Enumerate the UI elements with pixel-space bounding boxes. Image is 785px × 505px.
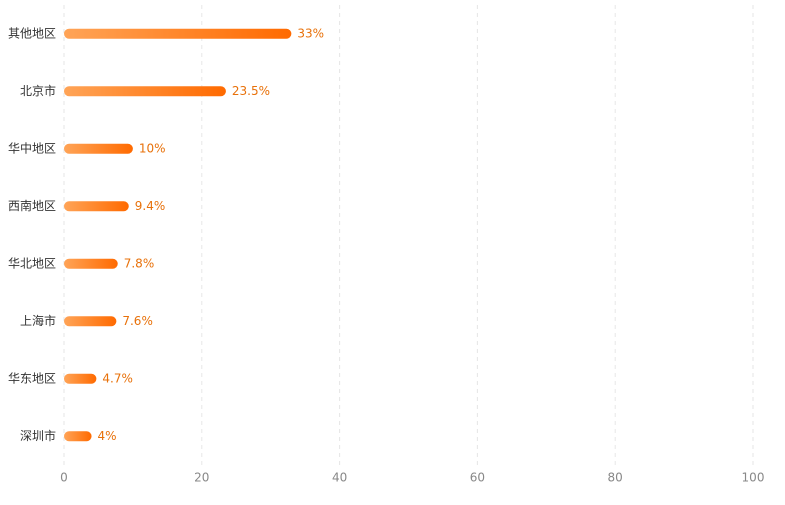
y-tick-label: 深圳市	[20, 428, 56, 443]
value-label: 9.4%	[135, 199, 166, 213]
bar	[64, 86, 226, 97]
value-label: 10%	[139, 141, 166, 155]
y-tick-label: 北京市	[20, 83, 56, 98]
y-tick-label: 华北地区	[8, 256, 56, 270]
bar	[64, 373, 97, 384]
x-tick-label: 100	[742, 471, 765, 485]
x-tick-label: 60	[470, 471, 485, 485]
x-tick-label: 20	[194, 471, 209, 485]
bar	[64, 431, 92, 442]
value-label: 4%	[98, 429, 117, 443]
value-label: 33%	[297, 26, 324, 40]
value-label: 23.5%	[232, 84, 270, 98]
y-tick-label: 华中地区	[8, 140, 56, 155]
bar	[64, 316, 117, 327]
x-tick-label: 0	[60, 471, 68, 485]
x-tick-label: 40	[332, 471, 347, 485]
y-tick-label: 其他地区	[8, 26, 56, 40]
bar	[64, 201, 129, 212]
value-label: 4.7%	[102, 371, 132, 385]
bar	[64, 28, 292, 39]
y-tick-label: 华东地区	[8, 371, 56, 385]
value-label: 7.8%	[124, 256, 155, 270]
value-label: 7.6%	[122, 314, 153, 328]
y-tick-label: 西南地区	[8, 198, 56, 213]
x-tick-label: 80	[608, 471, 623, 485]
bar	[64, 258, 118, 269]
y-tick-label: 上海市	[20, 313, 56, 328]
bar	[64, 143, 133, 154]
